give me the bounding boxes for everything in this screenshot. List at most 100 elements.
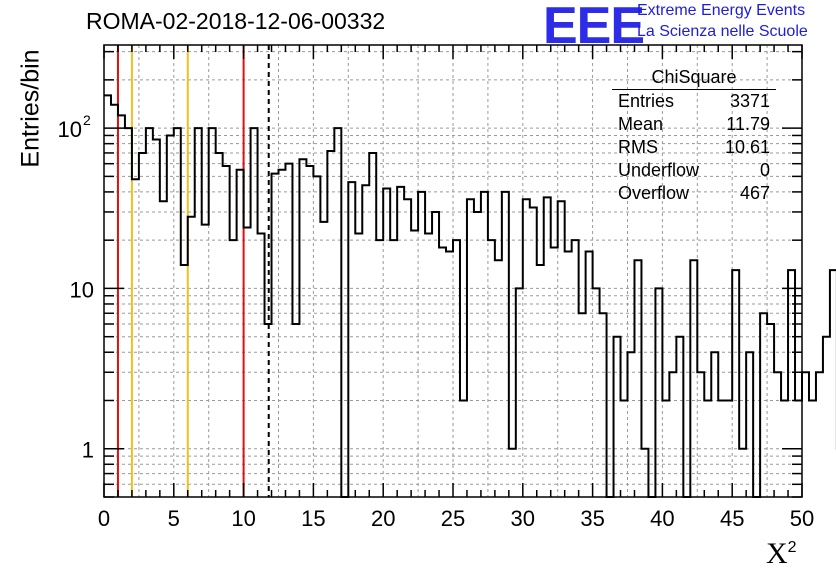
histogram-series [104,94,836,498]
x-axis-label: X2 [766,537,797,571]
x-tick-label: 20 [371,506,395,531]
x-tick-label: 10 [231,506,255,531]
histogram-bin [572,240,579,497]
stats-box: ChiSquare Entries 3371 Mean 11.79 RMS 10.61… [612,67,776,205]
run-title: ROMA-02-2018-12-06-00332 [86,8,386,34]
stats-row-entries: Entries 3371 [612,90,776,113]
histogram-bin [383,189,390,497]
stats-row-overflow: Overflow 467 [612,182,776,205]
histogram-bin [334,128,341,497]
histogram-bin [223,166,230,497]
x-tick-label: 45 [720,506,744,531]
histogram-bin [614,337,621,497]
logo-tagline-2: La Scienza nelle Scuole [637,23,808,40]
stats-row-mean: Mean 11.79 [612,113,776,136]
histogram-bin [397,187,404,497]
histogram-bin [146,128,153,497]
stats-label: Entries [618,91,675,111]
histogram-bin [174,128,181,497]
histogram-bin [544,197,551,497]
histogram-bin [362,185,369,497]
histogram-bin [355,234,362,497]
histogram-bin [299,159,306,497]
stats-value: 0 [759,160,770,180]
x-tick-label: 15 [301,506,325,531]
stats-label: Overflow [618,183,690,203]
y-tick-label: 10 [58,117,82,142]
histogram-bin [746,352,753,497]
histogram-bin [306,166,313,497]
histogram-bin [251,128,258,497]
histogram-bin [474,212,481,497]
histogram-bin [579,313,586,497]
x-axis-label-base: X [766,537,788,570]
stats-row-rms: RMS 10.61 [612,136,776,159]
x-tick-label: 40 [650,506,674,531]
y-tick-label-exp: 2 [83,112,91,128]
histogram-bin [760,313,767,497]
histogram-bin [628,352,635,497]
histogram-bin [369,153,376,497]
histogram-bin [188,217,195,497]
histogram-bin [711,352,718,497]
stats-title: ChiSquare [612,67,776,90]
histogram-bin [425,234,432,497]
histogram-bin [558,201,565,497]
histogram-bin [404,199,411,497]
x-tick-label: 0 [98,506,110,531]
histogram-bin [767,324,774,497]
histogram-bin [816,372,823,497]
histogram-bin [467,199,474,497]
histogram-bin [125,128,132,497]
histogram-bin [160,201,167,497]
histogram-bin [669,372,676,497]
histogram-bin [132,179,139,497]
histogram-bin [809,400,816,497]
histogram-bin [453,240,460,497]
histogram-bin [523,199,530,497]
histogram-bin [167,135,174,497]
histogram-bin [237,170,244,497]
histogram-bin [502,192,509,497]
histogram-bin [209,128,216,497]
histogram-bin [655,288,662,497]
stats-row-underflow: Underflow 0 [612,159,776,182]
eee-logo: EEE [543,0,645,55]
histogram-bin [774,372,781,497]
histogram-bin [153,139,160,497]
histogram-bin [537,265,544,497]
histogram-bin [600,313,607,497]
y-tick-label: 1 [82,438,94,463]
histogram-bin [216,153,223,497]
histogram-bin [279,170,286,497]
x-tick-label: 25 [441,506,465,531]
stats-value: 11.79 [726,114,770,134]
y-tick-label: 10 [70,277,94,302]
histogram-bin [823,337,830,497]
histogram-bin [285,164,292,497]
stats-value: 10.61 [724,137,770,157]
histogram-bin [432,212,439,497]
x-tick-label: 30 [511,506,535,531]
histogram-bin [697,372,704,497]
histogram-bin [118,115,125,497]
histogram-bin [258,234,265,497]
x-tick-label: 35 [580,506,604,531]
histogram-bin [390,240,397,497]
histogram-bin [481,192,488,497]
stats-value: 3371 [729,91,770,111]
x-axis-label-sup: 2 [787,539,797,556]
stats-label: Underflow [618,160,700,180]
histogram-bin [230,240,237,497]
histogram-bin [488,240,495,497]
histogram-bin [516,288,523,497]
histogram-bin [139,153,146,497]
histogram-bin [195,128,202,497]
histogram-bin [411,230,418,497]
histogram-bin [348,182,355,497]
stats-value: 467 [739,183,770,203]
histogram-bin [802,372,809,497]
logo-tagline-1: Extreme Energy Events [637,2,806,19]
x-tick-label: 50 [790,506,814,531]
